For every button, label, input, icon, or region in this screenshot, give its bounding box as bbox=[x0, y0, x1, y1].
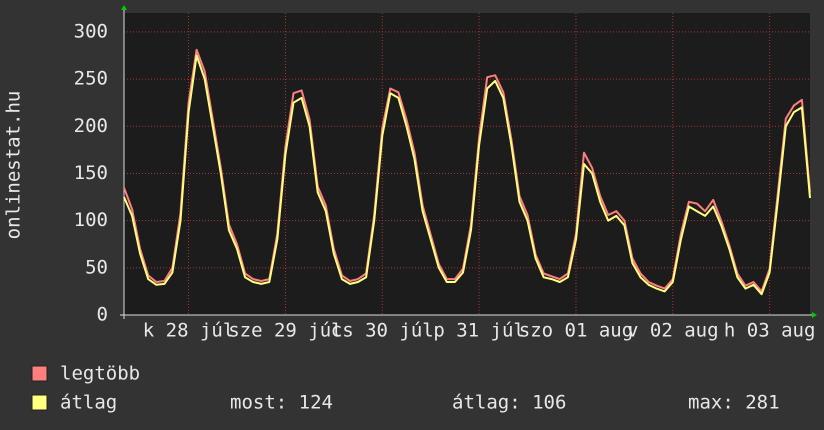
x-tick-label: szo 01 aug bbox=[519, 320, 633, 342]
axis-arrow bbox=[812, 312, 817, 318]
stat-text: max: 281 bbox=[688, 392, 780, 414]
legend-label: átlag bbox=[60, 392, 117, 414]
stat-text: most: 124 bbox=[230, 392, 333, 414]
legend-swatch bbox=[31, 394, 48, 411]
x-tick-label: p 31 júl bbox=[433, 320, 525, 342]
y-tick-label: 50 bbox=[85, 256, 108, 278]
y-tick-label: 300 bbox=[74, 20, 108, 42]
x-tick-label: sze 29 júl bbox=[228, 320, 342, 342]
legend-label: legtöbb bbox=[60, 363, 140, 385]
x-tick-label: h 03 aug bbox=[724, 320, 816, 342]
stat-text: átlag: 106 bbox=[452, 392, 566, 414]
y-tick-label: 0 bbox=[97, 304, 108, 326]
x-tick-label: cs 30 júl bbox=[331, 320, 434, 342]
plot-area bbox=[124, 13, 810, 315]
y-tick-label: 200 bbox=[74, 115, 108, 137]
axis-arrow bbox=[121, 5, 127, 10]
y-tick-label: 150 bbox=[74, 162, 108, 184]
y-tick-label: 250 bbox=[74, 68, 108, 90]
x-tick-label: k 28 júl bbox=[143, 320, 235, 342]
y-tick-label: 100 bbox=[74, 209, 108, 231]
y-axis-label: onlinestat.hu bbox=[3, 91, 25, 240]
legend-swatch bbox=[31, 365, 48, 382]
x-tick-label: v 02 aug bbox=[627, 320, 719, 342]
series-line bbox=[123, 54, 811, 296]
